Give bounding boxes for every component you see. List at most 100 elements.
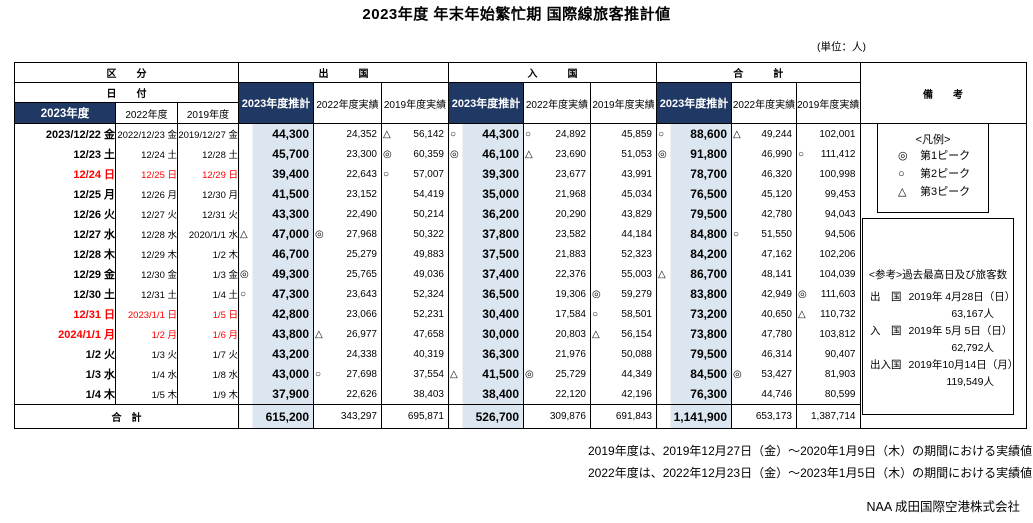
value-cell: 46,320 [731,164,797,184]
passenger-count: 23,300 [346,148,377,160]
passenger-count: 44,746 [761,388,792,400]
passenger-count: 91,800 [690,147,727,161]
value-cell: 23,677 [523,164,591,184]
unit-note: (単位：人) [817,41,866,53]
value-cell: ◎ 46,100 [448,144,524,164]
passenger-count: 48,141 [761,268,792,280]
passenger-count: 23,677 [555,168,586,180]
value-cell: 73,800 [656,324,732,344]
value-cell: 84,800 [656,224,732,244]
peak-marker-icon: △ [798,308,806,320]
passenger-count: 55,003 [621,268,652,280]
table-row: 1/2 火 1/3 火 1/7 火 43,200 24,338 40,319 36,300 2… [14,344,1027,364]
value-cell: 37,400 [448,264,524,284]
value-cell: 21,976 [523,344,591,364]
remarks-header: 備 考 [859,62,1026,124]
footnote-2022: 2022年度は、2022年12月23日（金）～2023年1月5日（木）の期間にお… [588,466,1033,480]
legend-item-label: 第2ピーク [920,168,971,180]
value-cell: 43,829 [590,204,657,224]
passenger-count: 27,968 [346,228,377,240]
total-value-cell: 1,387,714 [796,404,860,429]
passenger-count: 79,500 [690,207,727,221]
value-cell: 46,314 [731,344,797,364]
value-cell: 49,036 [381,264,449,284]
total-passenger-count: 1,387,714 [811,411,856,422]
legend-box: <凡例> ◎ 第1ピーク ○ 第2ピーク △ 第3ピーク [877,123,989,213]
peak-marker-icon: ○ [240,288,247,300]
passenger-count: 60,359 [413,148,444,160]
value-cell: 41,500 [238,184,314,204]
passenger-count: 20,290 [555,208,586,220]
value-cell: 22,376 [523,264,591,284]
passenger-count: 50,088 [621,348,652,360]
date-cell: 1/3 火 [115,344,178,364]
date-cell: 12/25 日 [115,164,178,184]
value-cell: 22,490 [313,204,382,224]
date-cell: 12/27 水 [14,224,116,244]
arr-2023-estimate-header: 2023年度推計 [448,82,524,124]
passenger-count: 24,352 [346,128,377,140]
peak-marker-icon: △ [525,148,533,160]
peak-marker-icon: ○ [450,128,457,140]
passenger-count: 58,501 [621,308,652,320]
passenger-count: 38,403 [413,388,444,400]
value-cell: ○ 47,300 [238,284,314,304]
passenger-count: 22,626 [346,388,377,400]
date-cell: 12/30 金 [115,264,178,284]
peak-marker-icon: △ [733,128,741,140]
table-row: 12/25 月 12/26 月 12/30 月 41,500 23,152 54,419 3… [14,184,1027,204]
value-cell: 24,352 [313,123,382,144]
fy2023-date-header: 2023年度 [14,102,116,124]
value-cell: 43,000 [238,364,314,384]
peak-marker-icon: △ [592,328,600,340]
passenger-count: 25,765 [346,268,377,280]
passenger-count: 45,034 [621,188,652,200]
passenger-count: 23,582 [555,228,586,240]
passenger-count: 42,800 [272,307,309,321]
date-cell: 1/8 水 [177,364,239,384]
date-cell: 1/2 火 [14,344,116,364]
value-cell: 83,800 [656,284,732,304]
table-row: 1/3 水 1/4 水 1/8 水 43,000 ○ 27,698 37,554 △ 41,50… [14,364,1027,384]
passenger-count: 21,883 [555,248,586,260]
reference-both-line: 出入国 2019年10月14日（月） [863,357,1018,374]
peak1-marker-icon: ◎ [898,150,908,162]
passenger-count: 52,323 [621,248,652,260]
passenger-count: 94,043 [824,208,856,220]
value-cell: 37,500 [448,244,524,264]
passenger-count: 49,883 [413,248,444,260]
reference-count: 63,167人 [951,308,994,320]
value-cell: 45,700 [238,144,314,164]
company-name: NAA 成田国際空港株式会社 [866,500,1021,514]
table-row: 1/4 木 1/5 木 1/9 木 37,900 22,626 38,403 38,400 2… [14,384,1027,405]
passenger-count: 45,859 [621,128,652,140]
passenger-count: 43,200 [272,347,309,361]
passenger-count: 22,643 [346,168,377,180]
fy2022-date-header: 2022年度 [115,102,178,124]
passenger-count: 27,698 [346,368,377,380]
passenger-count: 36,200 [482,207,519,221]
value-cell: 30,400 [448,304,524,324]
date-cell: 2020/1/1 水 [177,224,239,244]
passenger-count: 23,066 [346,308,377,320]
passenger-count: 94,506 [824,228,856,240]
table-row: 12/27 水 12/28 水 2020/1/1 水 △ 47,000 ◎ 27,968 50… [14,224,1027,244]
value-cell: 20,290 [523,204,591,224]
value-cell: 38,403 [381,384,449,405]
table-row: 12/30 土 12/31 土 1/4 土 ○ 47,300 23,643 52,324 36… [14,284,1027,304]
passenger-count: 42,949 [761,288,792,300]
total-passenger-count: 309,876 [549,411,586,422]
value-cell: ◎ 27,968 [313,224,382,244]
value-cell: 30,000 [448,324,524,344]
passenger-count: 36,500 [482,287,519,301]
date-cell: 12/29 木 [115,244,178,264]
value-cell: 44,300 [238,123,314,144]
passenger-count: 44,349 [621,368,652,380]
passenger-count: 44,184 [621,228,652,240]
total-value-cell: 309,876 [523,404,591,429]
tot-2023-estimate-header: 2023年度推計 [656,82,732,124]
arr-2022-actual-header: 2022年度実績 [523,82,591,124]
passenger-count: 44,300 [272,127,309,141]
passenger-count: 73,200 [690,307,727,321]
value-cell: 47,162 [731,244,797,264]
